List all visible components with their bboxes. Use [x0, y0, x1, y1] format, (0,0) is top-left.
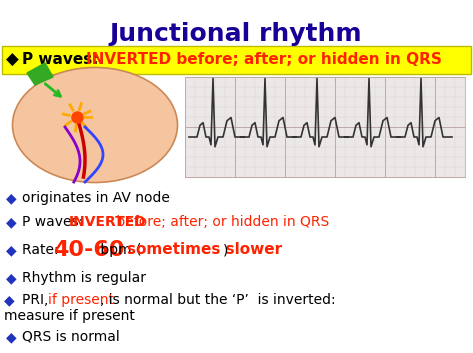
- Text: QRS is normal: QRS is normal: [22, 330, 120, 344]
- Text: P waves:: P waves:: [22, 215, 88, 229]
- FancyBboxPatch shape: [185, 77, 465, 177]
- Text: PRI,: PRI,: [22, 293, 53, 307]
- Text: ◆: ◆: [4, 293, 15, 307]
- Polygon shape: [27, 63, 53, 85]
- Text: ◆: ◆: [6, 330, 17, 344]
- Text: , is normal but the ‘P’  is inverted:: , is normal but the ‘P’ is inverted:: [99, 293, 335, 307]
- Text: Junctional rhythm: Junctional rhythm: [110, 22, 362, 46]
- Text: ◆: ◆: [6, 51, 19, 69]
- FancyBboxPatch shape: [2, 46, 471, 74]
- Ellipse shape: [12, 67, 177, 183]
- Text: ): ): [223, 243, 228, 257]
- Text: INVERTED before; after; or hidden in QRS: INVERTED before; after; or hidden in QRS: [86, 53, 442, 67]
- Text: P waves:: P waves:: [22, 53, 104, 67]
- Text: measure if present: measure if present: [4, 309, 135, 323]
- Text: 40-60: 40-60: [53, 240, 124, 260]
- Text: Rate:: Rate:: [22, 243, 63, 257]
- Text: Rhythm is regular: Rhythm is regular: [22, 271, 146, 285]
- Text: ◆: ◆: [6, 271, 17, 285]
- Text: ◆: ◆: [6, 243, 17, 257]
- Text: ◆: ◆: [6, 215, 17, 229]
- Text: before; after; or hidden in QRS: before; after; or hidden in QRS: [112, 215, 329, 229]
- Text: originates in AV node: originates in AV node: [22, 191, 170, 205]
- Text: bpm (: bpm (: [96, 243, 142, 257]
- Text: if present: if present: [48, 293, 114, 307]
- Text: sometimes slower: sometimes slower: [127, 243, 282, 257]
- Text: INVERTED: INVERTED: [69, 215, 146, 229]
- Text: ◆: ◆: [6, 191, 17, 205]
